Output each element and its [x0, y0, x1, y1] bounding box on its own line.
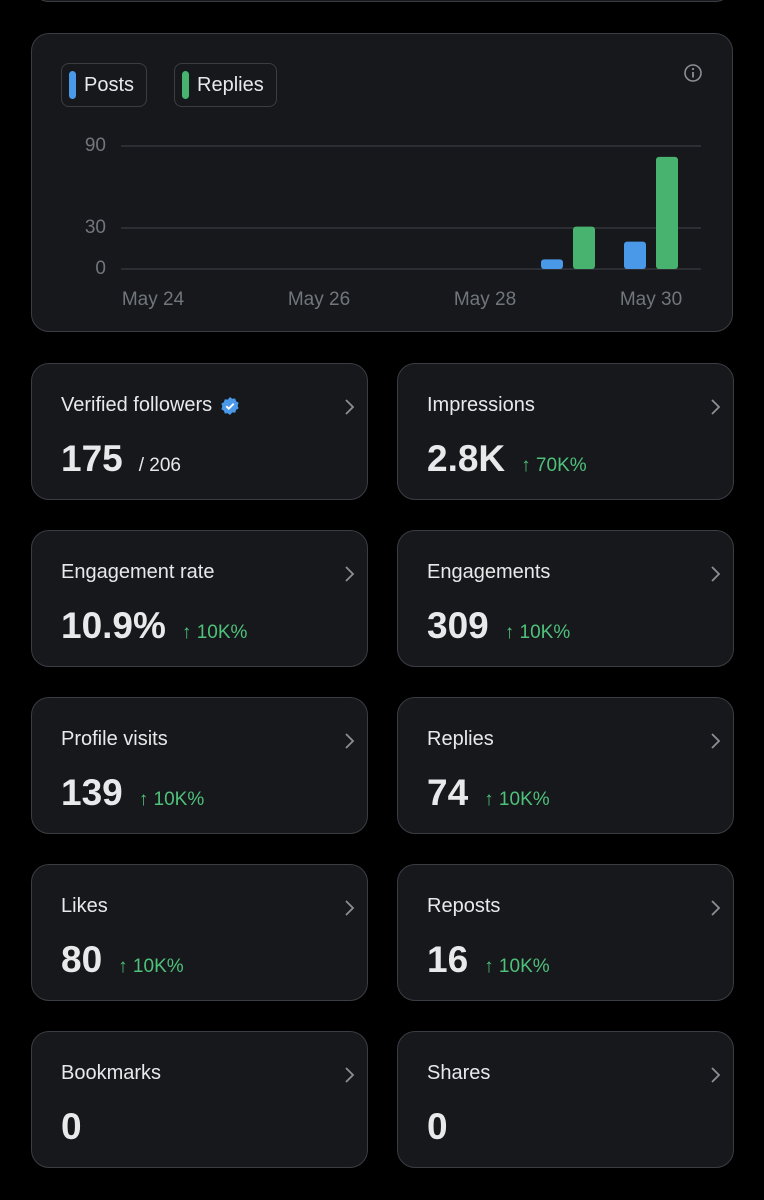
- card-value-row: 2.8K ↑ 70K%: [427, 438, 587, 480]
- card-value-row: 10.9% ↑ 10K%: [61, 605, 247, 647]
- card-change: ↑ 10K%: [138, 789, 205, 810]
- legend-label: Posts: [84, 73, 135, 96]
- card-change: ↑ 10K%: [484, 956, 550, 977]
- card-label: Engagement rate: [61, 561, 215, 583]
- card-label: Engagements: [427, 561, 551, 583]
- card-label-row: Shares: [427, 1062, 490, 1085]
- bar: [624, 241, 646, 269]
- card-change: ↑ 10K%: [484, 789, 550, 810]
- chart: 0 30 90 May 24 May 26 May 28 May 30: [85, 135, 701, 310]
- card-label: Impressions: [427, 394, 535, 416]
- card-change: ↑ 10K%: [504, 622, 571, 643]
- card-label-row: Engagements: [427, 561, 550, 584]
- chevron-icon: [343, 398, 355, 421]
- card-value-row: 80 ↑ 10K%: [61, 939, 184, 981]
- x-tick-label: May 26: [288, 289, 350, 310]
- chevron-icon: [343, 1066, 355, 1089]
- card-label: Likes: [61, 895, 108, 917]
- x-tick-label: May 30: [620, 289, 682, 310]
- card-value: 139: [61, 772, 123, 813]
- stat-card[interactable]: Bookmarks 0: [31, 1031, 368, 1168]
- y-tick-label: 0: [95, 258, 106, 279]
- chart-card: Posts Replies 0 30 90 May 24 May 26 May 28 May…: [31, 33, 733, 332]
- card-value: 175: [61, 438, 123, 479]
- card-value: 74: [427, 772, 469, 813]
- card-label-row: Verified followers: [61, 394, 240, 417]
- card-value: 16: [427, 939, 469, 980]
- card-label-row: Bookmarks: [61, 1062, 161, 1085]
- stat-card[interactable]: Verified followers 175 / 206: [31, 363, 368, 500]
- card-label-row: Impressions: [427, 394, 535, 417]
- card-value-row: 309 ↑ 10K%: [427, 605, 570, 647]
- stat-card[interactable]: Shares 0: [397, 1031, 734, 1168]
- card-value-row: 0: [427, 1106, 448, 1148]
- card-change: ↑ 10K%: [181, 622, 248, 643]
- card-value-row: 0: [61, 1106, 82, 1148]
- card-change: ↑ 10K%: [118, 956, 184, 977]
- chevron-icon: [709, 899, 721, 922]
- chevron-icon: [709, 398, 721, 421]
- chevron-icon: [343, 565, 355, 588]
- card-label-row: Likes: [61, 895, 108, 918]
- x-tick-label: May 28: [454, 289, 516, 310]
- x-tick-label: May 24: [122, 289, 185, 310]
- bar: [656, 156, 678, 269]
- bar: [541, 259, 563, 269]
- card-value: 0: [61, 1106, 82, 1147]
- card-label: Shares: [427, 1062, 491, 1084]
- card-value: 0: [427, 1106, 448, 1147]
- previous-card: [31, 0, 733, 2]
- card-change: ↑ 70K%: [521, 455, 587, 476]
- card-label-row: Engagement rate: [61, 561, 214, 584]
- stat-card[interactable]: Engagement rate 10.9% ↑ 10K%: [31, 530, 368, 667]
- y-tick-label: 90: [85, 135, 106, 156]
- card-value-row: 16 ↑ 10K%: [427, 939, 550, 981]
- legend-swatch: [182, 71, 189, 99]
- legend-swatch: [69, 71, 76, 99]
- card-label: Bookmarks: [61, 1062, 162, 1084]
- card-label: Reposts: [427, 895, 501, 917]
- card-value: 2.8K: [427, 438, 506, 479]
- chevron-icon: [343, 899, 355, 922]
- legend-label: Replies: [197, 73, 264, 96]
- y-tick-label: 30: [85, 217, 106, 238]
- card-label-row: Replies: [427, 728, 494, 751]
- stat-card[interactable]: Profile visits 139 ↑ 10K%: [31, 697, 368, 834]
- verified-badge: [220, 396, 240, 416]
- chevron-icon: [709, 565, 721, 588]
- card-label-row: Profile visits: [61, 728, 168, 751]
- card-label-row: Reposts: [427, 895, 500, 918]
- stat-card[interactable]: Reposts 16 ↑ 10K%: [397, 864, 734, 1001]
- stat-card[interactable]: Engagements 309 ↑ 10K%: [397, 530, 734, 667]
- card-label: Replies: [427, 728, 494, 750]
- legend-item[interactable]: Posts: [61, 63, 148, 107]
- card-note: / 206: [138, 455, 181, 476]
- card-label: Verified followers: [61, 394, 213, 416]
- card-value-row: 139 ↑ 10K%: [61, 772, 204, 814]
- card-value: 80: [61, 939, 103, 980]
- chevron-icon: [343, 732, 355, 755]
- stat-card[interactable]: Replies 74 ↑ 10K%: [397, 697, 734, 834]
- card-value-row: 74 ↑ 10K%: [427, 772, 550, 814]
- stat-card[interactable]: Impressions 2.8K ↑ 70K%: [397, 363, 734, 500]
- info-icon[interactable]: [683, 63, 703, 83]
- stat-card[interactable]: Likes 80 ↑ 10K%: [31, 864, 368, 1001]
- card-label: Profile visits: [61, 728, 168, 750]
- card-value: 309: [427, 605, 489, 646]
- card-value: 10.9%: [61, 605, 166, 646]
- chevron-icon: [709, 732, 721, 755]
- bar: [573, 226, 595, 269]
- card-value-row: 175 / 206: [61, 438, 181, 480]
- chevron-icon: [709, 1066, 721, 1089]
- legend-item[interactable]: Replies: [174, 63, 277, 107]
